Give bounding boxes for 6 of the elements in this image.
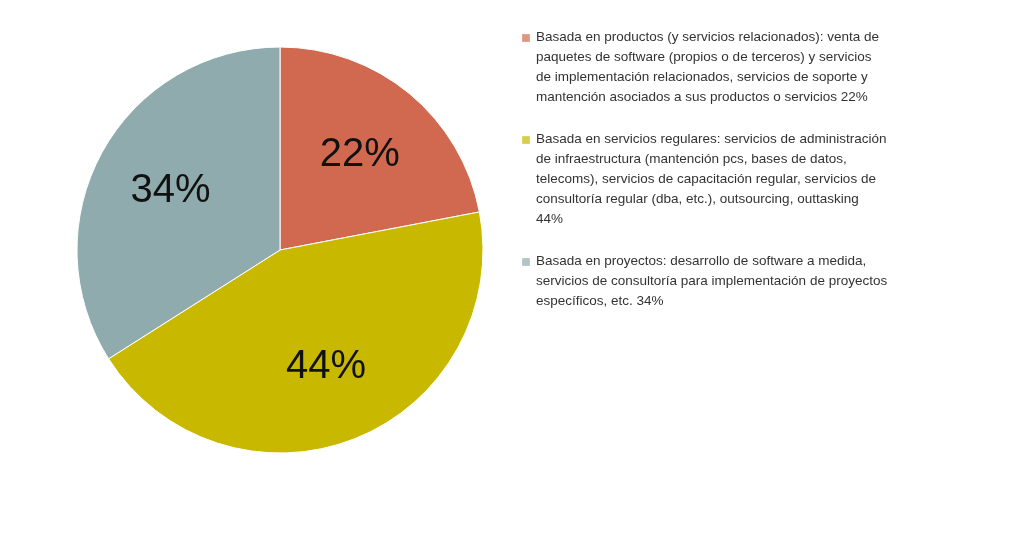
legend-label: Basada en productos (y servicios relacionados): venta de paquetes de software (propios o de terceros) y servicios de implementación relacionados, servicios de soporte y mantención asociados a sus productos o servicios 22% — [536, 29, 879, 104]
legend-label: Basada en servicios regulares: servicios de administración de infraestructura (mantención pcs, bases de datos, telecoms), servicios de capacitación regular, servicios de consultoría regular (dba, etc.), outsourcing, outtasking 44% — [536, 131, 887, 226]
data-label: 22% — [319, 129, 400, 174]
legend-label: Basada en proyectos: desarrollo de software a medida, servicios de consultoría para implementación de proyectos específicos, etc. 34% — [536, 253, 888, 308]
data-label: 34% — [130, 165, 211, 210]
data-label: 44% — [285, 342, 367, 387]
